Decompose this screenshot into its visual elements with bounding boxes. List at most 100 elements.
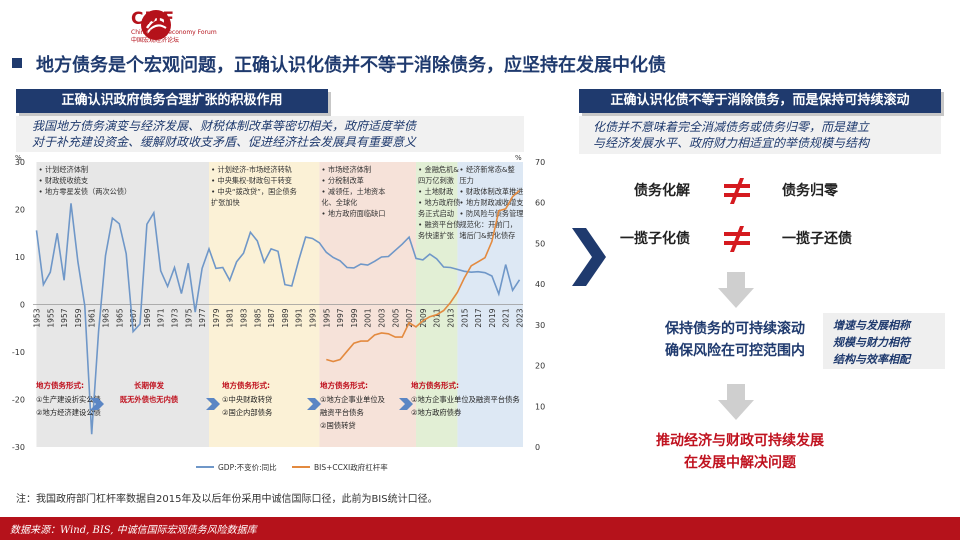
x-axis-tick: 2019 bbox=[488, 308, 497, 327]
series-line-2 bbox=[326, 189, 521, 363]
legend-label-2: BIS+CCXI政府杠杆率 bbox=[314, 462, 388, 472]
x-axis-tick: 1997 bbox=[336, 308, 345, 327]
period-note: • 财政统收统支 bbox=[38, 176, 88, 185]
legend-label-1: GDP:不变价:同比 bbox=[218, 462, 277, 472]
x-axis-tick: 1979 bbox=[212, 308, 221, 327]
x-axis-tick: 1975 bbox=[184, 308, 193, 327]
stage-arrow-icon bbox=[399, 398, 413, 410]
period-note: • 防风险与债务管理 bbox=[459, 209, 523, 218]
logo-cn-name: 中国宏观经济论坛 bbox=[131, 37, 180, 44]
x-axis-tick: 2013 bbox=[447, 308, 456, 327]
left-axis-tick: 20 bbox=[15, 206, 25, 215]
period-note: 务正式启动 bbox=[418, 209, 454, 218]
chevron-right-icon bbox=[572, 228, 606, 286]
period-note: • 地方零星发债（两次公债） bbox=[38, 187, 131, 196]
period-note: • 中央集权-财政包干转变 bbox=[211, 176, 292, 185]
left-axis-tick: -10 bbox=[12, 348, 25, 357]
left-panel-description: 我国地方债务演变与经济发展、财税体制改革等密切相关，政府适度举债 对于补充建设资… bbox=[16, 116, 524, 152]
left-panel-header: 正确认识政府债务合理扩张的积极作用 bbox=[16, 89, 328, 113]
title-bullet bbox=[12, 58, 22, 68]
x-axis-tick: 1985 bbox=[253, 308, 262, 327]
stage-item: ①地方企事业单位及融资平台债务 bbox=[411, 395, 520, 404]
step-2-text: 推动经济与财政可持续发展 在发展中解决问题 bbox=[630, 430, 850, 474]
period-note: • 经济新常态&整 bbox=[459, 165, 514, 174]
left-desc-line-2: 对于补充建设资金、缓解财政收支矛盾、促进经济社会发展具有重要意义 bbox=[32, 135, 417, 149]
x-axis-tick: 2005 bbox=[391, 308, 400, 327]
side-note-line-3: 结构与效率相配 bbox=[833, 353, 910, 366]
stage-title: 长期停发 bbox=[134, 380, 164, 390]
period-note: • 地方政府面临缺口 bbox=[321, 209, 385, 218]
x-axis-tick: 1981 bbox=[226, 308, 235, 327]
period-note: • 中央“拨改贷”，国企债务 bbox=[211, 187, 297, 196]
left-axis-tick: 30 bbox=[15, 158, 25, 167]
pair-2-right: 一揽子还债 bbox=[782, 231, 852, 247]
stage-item: ②地方政府债券 bbox=[411, 408, 462, 417]
stage-title: 地方债务形式: bbox=[36, 380, 84, 390]
x-axis-tick: 2001 bbox=[364, 308, 373, 327]
period-note: • 地方财政减收增支 bbox=[459, 198, 523, 207]
stage-item: 既无外债也无内债 bbox=[120, 395, 179, 404]
period-note: • 计划经济-市场经济转轨 bbox=[211, 165, 292, 174]
debt-gdp-chart: 30 20 10 0 -10 -20 -30% 70 60 50 40 30 20 10 0% 1953 195… bbox=[12, 154, 545, 472]
left-axis-tick: 10 bbox=[15, 253, 25, 262]
pair-1-right: 债务归零 bbox=[782, 183, 838, 199]
x-axis-tick: 2021 bbox=[502, 308, 511, 327]
x-axis-tick: 1967 bbox=[129, 308, 138, 327]
x-axis-tick: 1991 bbox=[295, 308, 304, 327]
period-note: 化、全球化 bbox=[321, 198, 357, 207]
series-line-1 bbox=[35, 203, 521, 435]
right-panel-description: 化债并不意味着完全消减债务或债务归零，而是建立 与经济发展水平、政府财力相适宜的… bbox=[579, 116, 941, 154]
arrow-down-icon bbox=[718, 384, 754, 420]
right-axis-tick: 10 bbox=[535, 402, 545, 411]
not-equal-icon bbox=[722, 224, 752, 258]
pair-2-left: 一揽子化债 bbox=[620, 231, 690, 247]
x-axis-tick: 2023 bbox=[516, 308, 525, 327]
x-axis-tick: 2003 bbox=[378, 308, 387, 327]
period-note: • 土地财政 bbox=[418, 187, 453, 196]
right-axis-tick: 20 bbox=[535, 362, 545, 371]
x-axis-tick: 1965 bbox=[115, 308, 124, 327]
stage-item: ①中央财政转贷 bbox=[222, 395, 272, 404]
right-axis-tick: 30 bbox=[535, 321, 545, 330]
side-note-line-2: 规模与财力相符 bbox=[833, 336, 910, 349]
x-axis-tick: 1963 bbox=[101, 308, 110, 327]
step-2-line-2: 在发展中解决问题 bbox=[684, 455, 796, 471]
step-1-line-1: 保持债务的可持续滚动 bbox=[665, 321, 805, 337]
stage-item: ②国债转贷 bbox=[320, 421, 356, 430]
arrow-down-icon bbox=[718, 272, 754, 308]
stage-item: ②地方经济建设公债 bbox=[36, 408, 101, 417]
period-note: • 金融危机& bbox=[418, 165, 459, 174]
right-axis-tick: 60 bbox=[535, 199, 545, 208]
x-axis-tick: 1971 bbox=[157, 308, 166, 327]
step-2-line-1: 推动经济与财政可持续发展 bbox=[656, 433, 824, 449]
stage-title: 地方债务形式: bbox=[320, 380, 368, 390]
stage-arrow-icon bbox=[90, 398, 104, 410]
step-1-line-2: 确保风险在可控范围内 bbox=[665, 343, 805, 359]
x-axis-tick: 1973 bbox=[170, 308, 179, 327]
x-axis-tick: 1993 bbox=[309, 308, 318, 327]
right-axis-tick: 0 bbox=[535, 443, 540, 452]
period-note: • 减领任，土地资本 bbox=[321, 187, 385, 196]
period-note: • 地方政府债 bbox=[418, 198, 460, 207]
x-axis-tick: 2009 bbox=[419, 308, 428, 327]
stage-title: 地方债务形式: bbox=[411, 380, 459, 390]
period-note: • 融资平台债 bbox=[418, 220, 460, 229]
period-note: • 市场经济体制 bbox=[321, 165, 371, 174]
period-note: 四万亿刺激 bbox=[418, 176, 454, 185]
pair-1-left: 债务化解 bbox=[634, 183, 690, 199]
x-axis-tick: 1983 bbox=[239, 308, 248, 327]
right-axis-tick: 40 bbox=[535, 280, 545, 289]
stage-item: ①生产建设折实公债 bbox=[36, 395, 101, 404]
left-axis-tick: 0 bbox=[20, 301, 25, 310]
x-axis-tick: 1969 bbox=[143, 308, 152, 327]
left-axis-tick: -20 bbox=[12, 396, 25, 405]
x-axis-tick: 1995 bbox=[322, 308, 331, 327]
right-panel-header: 正确认识化债不等于消除债务，而是保持可持续滚动 bbox=[579, 89, 941, 113]
stage-arrow-icon bbox=[307, 398, 321, 410]
page-title: 地方债务是个宏观问题，正确认识化债并不等于消除债务，应坚持在发展中化债 bbox=[36, 55, 666, 76]
left-axis-tick: -30 bbox=[12, 443, 25, 452]
period-note: 规范化：开前门， bbox=[459, 220, 517, 229]
right-axis-tick: 70 bbox=[535, 158, 545, 167]
step-1-text: 保持债务的可持续滚动 确保风险在可控范围内 bbox=[650, 318, 820, 362]
right-desc-line-2: 与经济发展水平、政府财力相适宜的举债规模与结构 bbox=[593, 136, 870, 150]
